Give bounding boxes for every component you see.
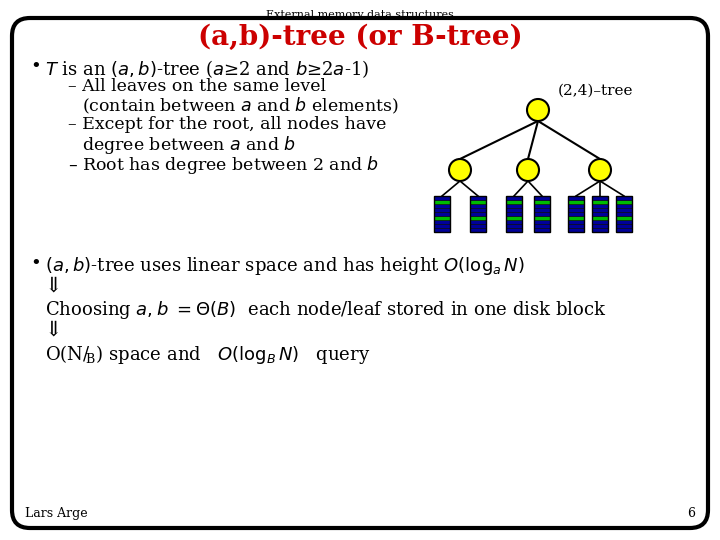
Bar	[506, 220, 522, 224]
Bar	[568, 212, 584, 216]
Bar	[616, 224, 632, 228]
Text: – All leaves on the same level: – All leaves on the same level	[68, 78, 326, 95]
Text: degree between $a$ and $b$: degree between $a$ and $b$	[82, 134, 296, 156]
Bar	[592, 212, 608, 216]
Bar	[616, 200, 632, 204]
Bar	[592, 196, 608, 200]
Bar	[506, 196, 522, 232]
Bar	[616, 212, 632, 216]
Bar	[568, 204, 584, 208]
Bar	[470, 220, 486, 224]
Bar	[506, 200, 522, 204]
Text: ⇓: ⇓	[45, 321, 63, 340]
Bar	[470, 204, 486, 208]
Bar	[592, 196, 608, 232]
Bar	[470, 200, 486, 204]
Bar	[506, 208, 522, 212]
Text: – Except for the root, all nodes have: – Except for the root, all nodes have	[68, 116, 387, 133]
Bar	[568, 200, 584, 204]
Bar	[568, 224, 584, 228]
Bar	[616, 204, 632, 208]
Bar	[506, 196, 522, 200]
Text: O($\mathregular{N/\!_B}$) space and   $O(\log_B N)$   query: O($\mathregular{N/\!_B}$) space and $O(\…	[45, 343, 370, 366]
Bar	[568, 196, 584, 200]
Bar	[616, 196, 632, 232]
Bar	[568, 228, 584, 232]
Bar	[434, 224, 450, 228]
Bar	[434, 216, 450, 220]
Bar	[434, 228, 450, 232]
Bar	[434, 208, 450, 212]
Bar	[470, 208, 486, 212]
Bar	[534, 220, 550, 224]
Bar	[592, 228, 608, 232]
Bar	[592, 220, 608, 224]
Circle shape	[449, 159, 471, 181]
Bar	[470, 228, 486, 232]
Circle shape	[527, 99, 549, 121]
Bar	[506, 224, 522, 228]
Bar	[434, 200, 450, 204]
Text: $T$ is an $(a,b)$-tree ($a$≥2 and $b$≥2$a$-1): $T$ is an $(a,b)$-tree ($a$≥2 and $b$≥2$…	[45, 58, 369, 80]
Bar	[470, 216, 486, 220]
Bar	[592, 200, 608, 204]
Bar	[592, 204, 608, 208]
Bar	[592, 208, 608, 212]
Text: Choosing $a,b$ $=\Theta(B)$  each node/leaf stored in one disk block: Choosing $a,b$ $=\Theta(B)$ each node/le…	[45, 299, 606, 321]
Text: •: •	[30, 58, 41, 76]
Bar	[592, 216, 608, 220]
Bar	[470, 224, 486, 228]
Text: (a,b)-tree (or B-tree): (a,b)-tree (or B-tree)	[198, 24, 522, 51]
FancyBboxPatch shape	[12, 18, 708, 528]
Bar	[568, 208, 584, 212]
Bar	[568, 196, 584, 232]
Bar	[616, 220, 632, 224]
Bar	[506, 228, 522, 232]
Bar	[592, 224, 608, 228]
Bar	[434, 196, 450, 232]
Text: $(a,b)$-tree uses linear space and has height $O(\log_a N)$: $(a,b)$-tree uses linear space and has h…	[45, 255, 525, 277]
Text: – Root has degree between 2 and $b$: – Root has degree between 2 and $b$	[68, 154, 379, 176]
Circle shape	[517, 159, 539, 181]
Bar	[434, 196, 450, 200]
Bar	[534, 212, 550, 216]
Text: External memory data structures: External memory data structures	[266, 10, 454, 20]
Bar	[616, 228, 632, 232]
Bar	[434, 204, 450, 208]
Bar	[534, 224, 550, 228]
Bar	[534, 204, 550, 208]
Bar	[568, 220, 584, 224]
Bar	[470, 212, 486, 216]
Bar	[434, 220, 450, 224]
Circle shape	[589, 159, 611, 181]
Bar	[506, 212, 522, 216]
Text: 6: 6	[687, 507, 695, 520]
Bar	[434, 212, 450, 216]
Bar	[534, 228, 550, 232]
Bar	[534, 216, 550, 220]
Bar	[506, 216, 522, 220]
Bar	[470, 196, 486, 200]
Bar	[568, 216, 584, 220]
Text: (contain between $a$ and $b$ elements): (contain between $a$ and $b$ elements)	[82, 96, 399, 116]
Text: (2,4)–tree: (2,4)–tree	[558, 84, 634, 98]
Bar	[470, 196, 486, 232]
Bar	[534, 196, 550, 200]
Bar	[534, 196, 550, 232]
Text: •: •	[30, 255, 41, 273]
Bar	[616, 208, 632, 212]
Bar	[534, 200, 550, 204]
Bar	[534, 208, 550, 212]
Text: ⇓: ⇓	[45, 277, 63, 296]
Text: Lars Arge: Lars Arge	[25, 507, 88, 520]
Bar	[616, 216, 632, 220]
Bar	[506, 204, 522, 208]
Bar	[616, 196, 632, 200]
